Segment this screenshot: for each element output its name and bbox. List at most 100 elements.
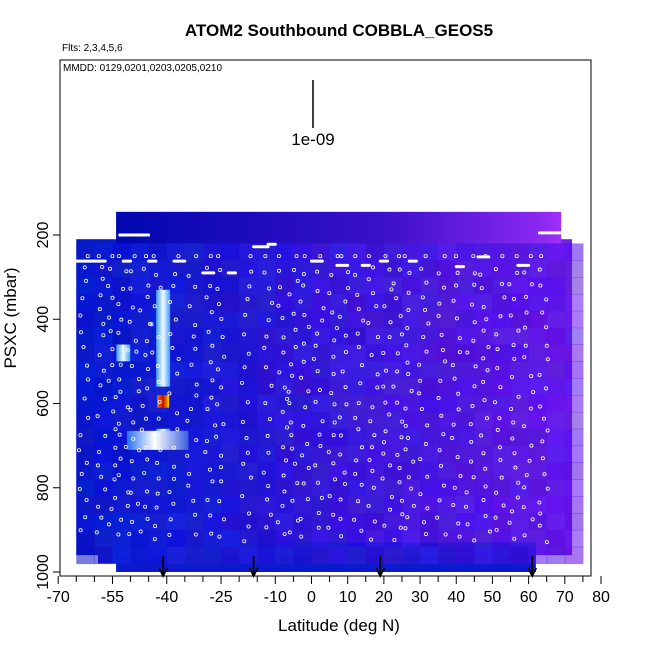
field-cell [420,378,439,396]
sample-marker [94,530,99,535]
field-cell [112,546,132,565]
sample-marker [131,476,136,481]
sample-marker [481,305,486,310]
field-cell [365,513,385,531]
field-cell [130,293,150,312]
sample-marker [101,321,106,326]
field-cell [546,462,566,480]
sample-marker [320,419,325,424]
sample-marker [176,356,181,361]
sample-marker [193,532,198,537]
sample-marker [110,363,115,368]
field-cell [420,462,439,480]
sample-marker [338,433,343,438]
field-cell [311,462,331,480]
field-cell [546,310,566,329]
sample-marker [497,416,502,421]
field-cell [456,411,475,430]
field-cell [438,428,457,447]
sample-marker [248,254,253,259]
field-cell [275,243,294,261]
field-cell [383,496,403,514]
sample-marker [514,254,519,259]
field-cell [293,513,312,531]
field-cell [546,378,566,396]
sample-marker [397,267,402,272]
field-cell [456,513,475,531]
field-cell [474,529,493,548]
sample-marker [479,433,484,438]
sample-marker [384,368,389,373]
sample-marker [294,254,299,259]
field-cell [474,277,493,295]
sample-marker [420,295,425,300]
sample-marker [84,460,89,465]
field-cell [329,496,349,514]
sample-marker [524,310,529,315]
sample-marker [382,304,387,309]
sample-marker [334,326,339,331]
sample-marker [96,254,101,259]
sample-marker [288,362,293,367]
field-cell [76,529,95,548]
sample-marker [522,270,527,275]
sample-marker [372,433,377,438]
field-cell [202,445,222,463]
field-cell [383,479,403,497]
sample-marker [343,350,348,355]
sample-marker [187,304,192,309]
sample-marker [544,386,549,391]
sample-marker [539,254,544,259]
field-cell [311,277,331,295]
field-cell [239,378,258,396]
field-cell [311,378,331,396]
sample-marker [458,473,463,478]
field-cell [528,293,548,312]
field-cell [293,243,312,261]
sample-marker [168,517,173,522]
field-cell [492,546,512,565]
field-cell [347,462,367,480]
sample-marker [406,436,411,441]
field-cell [510,260,530,278]
field-cell [275,513,294,531]
sample-marker [280,503,285,508]
sample-marker [438,378,443,383]
sample-marker [529,443,534,448]
sample-marker [157,399,162,404]
sample-marker [407,270,412,275]
sample-marker [388,507,393,512]
sample-marker [215,402,220,407]
field-cell [383,428,403,447]
sample-marker [402,254,407,259]
sample-marker [277,285,282,290]
x-tick-label: 80 [592,589,610,606]
sample-marker [403,447,408,452]
sample-marker [510,436,515,441]
sample-marker [81,345,86,350]
field-cell [474,395,493,413]
field-cell [239,428,258,447]
field-cell [528,344,548,362]
sample-marker [338,497,343,502]
sample-marker [313,463,318,468]
sample-marker [301,423,306,428]
sample-marker [143,445,148,450]
sample-marker [522,485,527,490]
sample-marker [387,267,392,272]
sample-marker [381,350,386,355]
field-cell [528,428,548,447]
sample-marker [218,267,223,272]
sample-marker [317,388,322,393]
sample-marker [203,449,208,454]
sample-marker [287,530,292,535]
sample-marker [512,536,517,541]
sample-marker [332,477,337,482]
field-cell [130,395,150,413]
sample-marker [113,427,118,432]
field-cell [166,260,186,278]
sample-marker [264,334,269,339]
sample-marker [118,456,123,461]
sample-marker [418,457,423,462]
sample-marker [123,444,128,449]
